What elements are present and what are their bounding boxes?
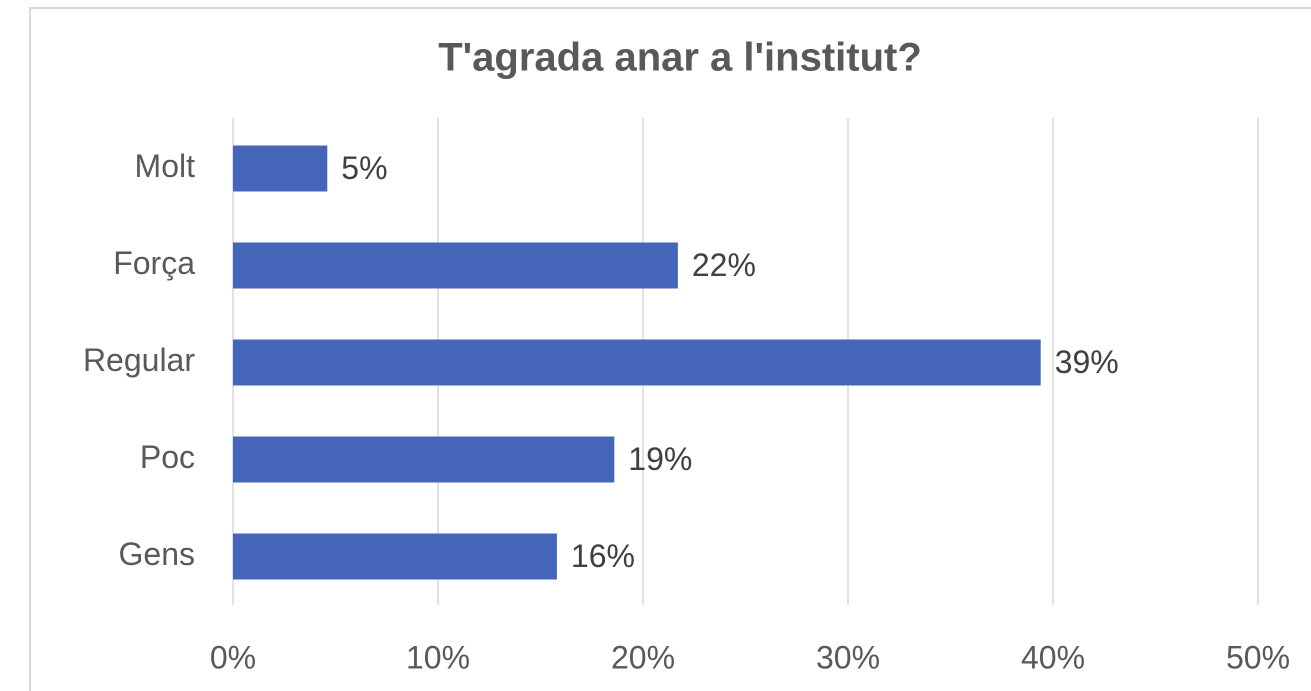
y-tick-label: Regular (83, 342, 195, 378)
data-label: 16% (571, 538, 635, 574)
data-label: 5% (341, 150, 387, 186)
x-tick-label: 40% (1021, 639, 1085, 675)
data-label: 39% (1055, 344, 1119, 380)
bar (233, 145, 328, 192)
bar (233, 242, 678, 289)
x-tick-label: 30% (816, 639, 880, 675)
x-tick-label: 0% (210, 639, 256, 675)
x-tick-label: 20% (611, 639, 675, 675)
x-tick-label: 10% (406, 639, 470, 675)
bar (233, 533, 557, 580)
bar (233, 339, 1041, 386)
x-tick-label: 50% (1226, 639, 1290, 675)
y-tick-label: Força (113, 245, 195, 281)
y-tick-label: Poc (140, 439, 195, 475)
bar (233, 436, 615, 483)
data-label: 19% (628, 441, 692, 477)
data-label: 22% (692, 247, 756, 283)
y-tick-label: Molt (135, 148, 196, 184)
chart-title: T'agrada anar a l'institut? (438, 36, 922, 80)
y-tick-label: Gens (119, 536, 195, 572)
